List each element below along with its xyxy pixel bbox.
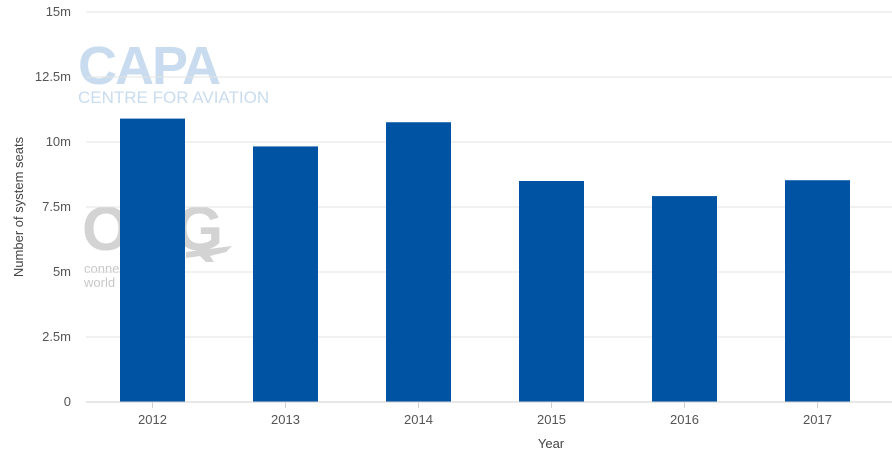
bar-2015[interactable]: [519, 181, 584, 402]
bar-2013[interactable]: [253, 146, 318, 402]
x-tick-label: 2012: [138, 412, 167, 427]
gridlines: [86, 11, 892, 338]
y-tick-label: 0: [64, 394, 71, 409]
x-axis-title: Year: [538, 436, 565, 451]
bar-2017[interactable]: [785, 180, 850, 402]
x-tick-label: 2015: [537, 412, 566, 427]
svg-text:CENTRE FOR AVIATION: CENTRE FOR AVIATION: [78, 88, 269, 107]
y-axis-ticks: 0 2.5m 5m 7.5m 10m 12.5m 15m: [35, 4, 71, 409]
x-tick-label: 2014: [404, 412, 433, 427]
y-tick-label: 12.5m: [35, 69, 71, 84]
bar-2012[interactable]: [120, 118, 185, 402]
bars: [120, 118, 850, 403]
x-tick-label: 2016: [670, 412, 699, 427]
bar-2014[interactable]: [386, 122, 451, 403]
x-tick-label: 2013: [271, 412, 300, 427]
y-tick-label: 15m: [46, 4, 71, 19]
plane-icon: [186, 246, 232, 262]
svg-text:conne: conne: [84, 261, 119, 276]
bar-2016[interactable]: [652, 196, 717, 402]
svg-text:world: world: [83, 275, 115, 290]
y-tick-label: 2.5m: [42, 329, 71, 344]
capa-watermark: CAPA CENTRE FOR AVIATION: [78, 36, 269, 107]
y-tick-label: 7.5m: [42, 199, 71, 214]
y-axis-title: Number of system seats: [11, 136, 26, 277]
y-tick-label: 5m: [53, 264, 71, 279]
x-tick-label: 2017: [803, 412, 832, 427]
y-tick-label: 10m: [46, 134, 71, 149]
svg-text:CAPA: CAPA: [78, 36, 220, 96]
x-axis-ticks: 2012 2013 2014 2015 2016 2017: [138, 402, 832, 427]
